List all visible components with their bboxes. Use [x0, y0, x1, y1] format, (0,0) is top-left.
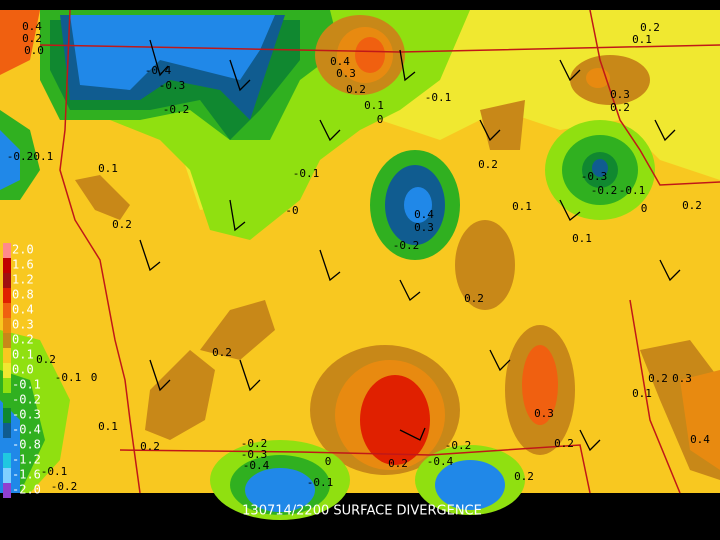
- contour-label: -0.1: [55, 371, 82, 384]
- contour-label: 0.2: [140, 440, 160, 453]
- contour-label: 0.3: [610, 88, 630, 101]
- contour-label: 0: [377, 113, 384, 126]
- contour-label: -0.1: [619, 184, 646, 197]
- legend-label: 2.0: [12, 243, 34, 257]
- wind-barbs: [139, 39, 681, 452]
- contour-labels: 0.40.20.0-0.4-0.3-0.20.40.30.20.10-0.10.…: [7, 20, 711, 493]
- legend-swatch: [3, 393, 11, 408]
- map-title: 130714/2200 SURFACE DIVERGENCE: [242, 504, 482, 519]
- legend-swatch: [3, 468, 11, 483]
- legend-label: 0.3: [12, 318, 34, 332]
- legend-swatch: [3, 348, 11, 363]
- legend-label: -1.2: [12, 453, 41, 467]
- legend-label: -2.0: [12, 483, 41, 497]
- legend-swatch: [3, 288, 11, 303]
- legend-label: 0.0: [12, 363, 34, 377]
- contour-label: 0.2: [648, 372, 668, 385]
- contour-label: -0.2: [7, 150, 34, 163]
- legend-label: 0.2: [12, 333, 34, 347]
- contour-label: 0: [91, 371, 98, 384]
- contour-label: -0.1: [307, 476, 334, 489]
- contour-label: 0.2: [610, 101, 630, 114]
- legend-swatch: [3, 453, 11, 468]
- contour-label: -0.1: [425, 91, 452, 104]
- contour-label: -0.4: [427, 455, 454, 468]
- legend-swatch: [3, 333, 11, 348]
- contour-label: 0.3: [672, 372, 692, 385]
- legend-swatch: [3, 273, 11, 288]
- contour-label: 0.3: [414, 221, 434, 234]
- contour-label: 0.4: [414, 208, 434, 221]
- contour-label: 0.4: [690, 433, 710, 446]
- contour-label: -0.3: [241, 448, 268, 461]
- legend-label: -0.2: [12, 393, 41, 407]
- legend-label: -0.4: [12, 423, 41, 437]
- contour-label: -0: [285, 204, 298, 217]
- contour-label: 0.1: [512, 200, 532, 213]
- legend-label: 1.6: [12, 258, 34, 272]
- contour-label: -0.4: [145, 64, 172, 77]
- contour-label: 0.3: [534, 407, 554, 420]
- contour-label: -0.1: [41, 465, 68, 478]
- contour-label: 0.4: [22, 20, 42, 33]
- contour-label: 0.1: [572, 232, 592, 245]
- contour-label: 0.2: [212, 346, 232, 359]
- legend-swatch: [3, 378, 11, 393]
- contour-label: -0.2: [591, 184, 618, 197]
- contour-label: 0.0: [24, 44, 44, 57]
- contour-label: 0.2: [388, 457, 408, 470]
- legend-label: -0.3: [12, 408, 41, 422]
- contour-label: 0.2: [22, 32, 42, 45]
- contour-label: 0: [641, 202, 648, 215]
- color-legend: 2.01.61.20.80.40.30.20.10.0-0.1-0.2-0.3-…: [3, 243, 41, 498]
- contour-label: 0.1: [632, 387, 652, 400]
- contour-label: 0.2: [682, 199, 702, 212]
- legend-swatch: [3, 303, 11, 318]
- legend-swatch: [3, 243, 11, 258]
- contour-label: 0: [325, 455, 332, 468]
- legend-label: 0.1: [12, 348, 34, 362]
- legend-label: -1.6: [12, 468, 41, 482]
- contour-label: -0.3: [581, 170, 608, 183]
- contour-label: 0.3: [336, 67, 356, 80]
- contour-label: 0.2: [640, 21, 660, 34]
- legend-swatch: [3, 408, 11, 423]
- legend-swatch: [3, 318, 11, 333]
- legend-label: -0.8: [12, 438, 41, 452]
- contour-label: 0.2: [346, 83, 366, 96]
- legend-swatch: [3, 258, 11, 273]
- legend-label: 1.2: [12, 273, 34, 287]
- contour-label: 0.1: [98, 420, 118, 433]
- contour-label: 0.2: [464, 292, 484, 305]
- contour-label: -0.2: [241, 437, 268, 450]
- contour-label: 0.1: [632, 33, 652, 46]
- legend-label: -0.1: [12, 378, 41, 392]
- contour-label: 0.2: [514, 470, 534, 483]
- contour-label: -0.2: [393, 239, 420, 252]
- legend-swatch: [3, 438, 11, 453]
- contour-label: -0.1: [293, 167, 320, 180]
- contour-label: 0.2: [478, 158, 498, 171]
- legend-label: 0.8: [12, 288, 34, 302]
- divergence-field: [0, 10, 720, 520]
- contour-label: -0.4: [243, 459, 270, 472]
- legend-swatch: [3, 483, 11, 498]
- contour-label: -0.1: [27, 150, 54, 163]
- contour-label: -0.3: [159, 79, 186, 92]
- contour-label: -0.2: [445, 439, 472, 452]
- legend-label: 0.4: [12, 303, 34, 317]
- contour-label: 0.2: [36, 353, 56, 366]
- contour-label: 0.1: [364, 99, 384, 112]
- contour-label: 0.1: [98, 162, 118, 175]
- legend-swatch: [3, 423, 11, 438]
- contour-label: 0.4: [330, 55, 350, 68]
- contour-label: 0.2: [554, 437, 574, 450]
- contour-label: 0.2: [112, 218, 132, 231]
- contour-label: -0.2: [163, 103, 190, 116]
- legend-swatch: [3, 363, 11, 378]
- contour-label: -0.2: [51, 480, 78, 493]
